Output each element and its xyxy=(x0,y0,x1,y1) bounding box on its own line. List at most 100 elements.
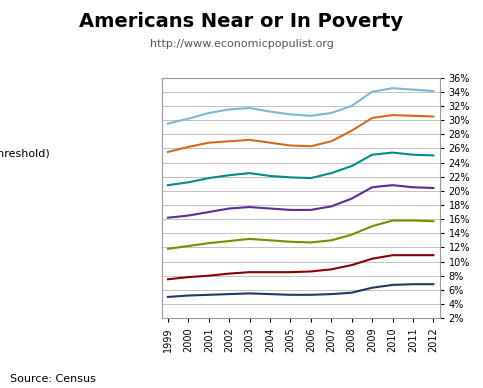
1.5 PT xyxy=(267,173,273,178)
1.25 PT xyxy=(430,185,436,190)
1.75 PT xyxy=(165,149,171,154)
0.75 PT xyxy=(349,263,355,267)
0.75 PT xyxy=(247,270,253,274)
PT (poverty threshold) xyxy=(390,218,396,223)
Text: Source: Census: Source: Census xyxy=(10,374,96,384)
1.25 PT xyxy=(410,185,416,190)
2 PT xyxy=(227,107,232,112)
1.75 PT xyxy=(185,145,191,149)
0.75 PT xyxy=(267,270,273,274)
1.75 PT xyxy=(430,114,436,119)
0.5 PT xyxy=(430,282,436,286)
Legend: 0.5 PT, 0.75 PT, PT (poverty threshold), 1.25 PT, 1.5 PT, 1.75 PT, 2 PT: 0.5 PT, 0.75 PT, PT (poverty threshold),… xyxy=(0,112,50,232)
1.5 PT xyxy=(430,153,436,158)
0.5 PT xyxy=(390,282,396,287)
PT (poverty threshold) xyxy=(349,232,355,237)
1.25 PT xyxy=(287,208,293,212)
Text: http://www.economicpopulist.org: http://www.economicpopulist.org xyxy=(150,39,333,49)
0.75 PT xyxy=(328,267,334,272)
Line: 0.75 PT: 0.75 PT xyxy=(168,255,433,279)
0.5 PT xyxy=(267,292,273,296)
2 PT xyxy=(308,113,314,118)
Line: 2 PT: 2 PT xyxy=(168,88,433,124)
PT (poverty threshold) xyxy=(308,240,314,245)
Line: 1.25 PT: 1.25 PT xyxy=(168,185,433,218)
0.5 PT xyxy=(287,293,293,297)
Line: 1.75 PT: 1.75 PT xyxy=(168,115,433,152)
PT (poverty threshold) xyxy=(206,241,212,246)
1.75 PT xyxy=(410,113,416,118)
PT (poverty threshold) xyxy=(410,218,416,223)
1.25 PT xyxy=(165,215,171,220)
1.5 PT xyxy=(308,176,314,180)
1.5 PT xyxy=(369,152,375,157)
PT (poverty threshold) xyxy=(369,224,375,229)
1.25 PT xyxy=(206,210,212,214)
1.25 PT xyxy=(328,204,334,209)
1.75 PT xyxy=(349,128,355,133)
PT (poverty threshold) xyxy=(165,246,171,251)
2 PT xyxy=(410,87,416,92)
PT (poverty threshold) xyxy=(287,239,293,244)
PT (poverty threshold) xyxy=(227,239,232,243)
1.75 PT xyxy=(328,139,334,144)
1.5 PT xyxy=(185,180,191,185)
0.5 PT xyxy=(185,293,191,298)
0.75 PT xyxy=(308,269,314,274)
1.75 PT xyxy=(287,143,293,148)
0.5 PT xyxy=(369,286,375,290)
1.75 PT xyxy=(247,137,253,142)
1.25 PT xyxy=(369,185,375,190)
0.5 PT xyxy=(349,290,355,295)
0.75 PT xyxy=(165,277,171,282)
2 PT xyxy=(430,89,436,94)
0.75 PT xyxy=(185,275,191,279)
0.75 PT xyxy=(287,270,293,274)
0.5 PT xyxy=(165,294,171,299)
0.5 PT xyxy=(410,282,416,286)
Text: Americans Near or In Poverty: Americans Near or In Poverty xyxy=(79,12,404,31)
2 PT xyxy=(287,112,293,117)
0.5 PT xyxy=(247,291,253,296)
2 PT xyxy=(390,86,396,90)
2 PT xyxy=(349,104,355,108)
1.5 PT xyxy=(287,175,293,180)
1.75 PT xyxy=(369,116,375,120)
2 PT xyxy=(247,106,253,110)
0.5 PT xyxy=(227,292,232,296)
1.75 PT xyxy=(267,140,273,145)
1.25 PT xyxy=(308,208,314,212)
0.75 PT xyxy=(390,253,396,258)
Line: 0.5 PT: 0.5 PT xyxy=(168,284,433,297)
1.25 PT xyxy=(247,205,253,210)
0.75 PT xyxy=(369,256,375,261)
1.5 PT xyxy=(227,173,232,178)
1.5 PT xyxy=(349,164,355,168)
2 PT xyxy=(206,111,212,115)
1.25 PT xyxy=(267,206,273,211)
2 PT xyxy=(185,116,191,121)
1.5 PT xyxy=(165,183,171,187)
0.75 PT xyxy=(206,274,212,278)
1.5 PT xyxy=(247,171,253,175)
1.75 PT xyxy=(390,113,396,118)
1.75 PT xyxy=(227,139,232,144)
0.75 PT xyxy=(410,253,416,258)
Line: PT (poverty threshold): PT (poverty threshold) xyxy=(168,220,433,249)
0.5 PT xyxy=(206,293,212,297)
2 PT xyxy=(328,111,334,115)
1.75 PT xyxy=(206,140,212,145)
1.25 PT xyxy=(349,196,355,201)
PT (poverty threshold) xyxy=(328,238,334,242)
Line: 1.5 PT: 1.5 PT xyxy=(168,152,433,185)
2 PT xyxy=(267,109,273,114)
2 PT xyxy=(165,121,171,126)
0.75 PT xyxy=(227,271,232,276)
1.25 PT xyxy=(185,213,191,218)
PT (poverty threshold) xyxy=(247,237,253,241)
1.5 PT xyxy=(328,171,334,175)
1.25 PT xyxy=(227,206,232,211)
1.5 PT xyxy=(206,176,212,180)
2 PT xyxy=(369,89,375,94)
0.5 PT xyxy=(308,293,314,297)
